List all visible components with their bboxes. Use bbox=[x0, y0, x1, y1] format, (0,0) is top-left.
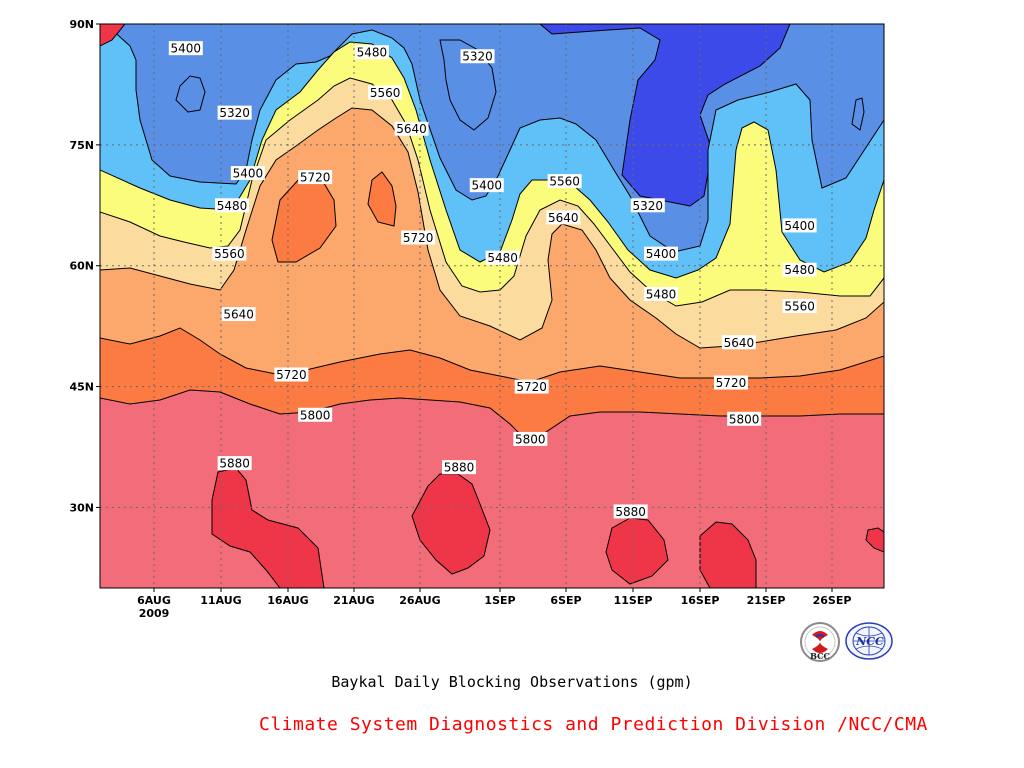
x-tick-label: 16AUG bbox=[267, 594, 308, 607]
y-tick-label: 75N bbox=[69, 139, 94, 152]
plot-frame bbox=[99, 23, 885, 589]
x-tick-label: 1SEP bbox=[484, 594, 515, 607]
contour-fills bbox=[100, 24, 884, 588]
svg-text:5480: 5480 bbox=[357, 46, 388, 60]
contour-label: 5720 bbox=[401, 230, 436, 245]
contour-label: 5480 bbox=[485, 250, 520, 265]
contour-label: 5400 bbox=[168, 41, 203, 56]
contour-label: 5400 bbox=[644, 246, 678, 261]
x-tick-label: 6AUG bbox=[137, 594, 171, 607]
svg-text:5400: 5400 bbox=[471, 179, 502, 193]
y-tick-label: 90N bbox=[69, 18, 94, 31]
svg-text:5880: 5880 bbox=[219, 457, 250, 471]
x-tick-label: 26AUG bbox=[399, 594, 440, 607]
y-tick-label: 30N bbox=[69, 501, 94, 514]
svg-text:5400: 5400 bbox=[171, 42, 202, 56]
svg-text:5800: 5800 bbox=[729, 412, 760, 426]
contour-label: 5560 bbox=[368, 85, 403, 100]
contour-label: 5880 bbox=[217, 456, 252, 471]
x-tick-label: 21AUG bbox=[333, 594, 374, 607]
contour-label: 5640 bbox=[546, 210, 581, 225]
svg-text:5320: 5320 bbox=[462, 50, 493, 64]
svg-text:5720: 5720 bbox=[403, 231, 434, 245]
svg-text:5720: 5720 bbox=[716, 376, 747, 390]
svg-text:5720: 5720 bbox=[276, 368, 307, 382]
contour-label: 5480 bbox=[782, 262, 817, 277]
svg-text:5880: 5880 bbox=[444, 461, 475, 475]
credit-line: Climate System Diagnostics and Predictio… bbox=[259, 714, 928, 735]
svg-text:5880: 5880 bbox=[615, 505, 646, 519]
svg-text:5560: 5560 bbox=[784, 300, 815, 314]
x-tick-label: 11AUG bbox=[200, 594, 241, 607]
fill-5880 bbox=[100, 24, 884, 588]
bcc-logo-icon: BCC bbox=[800, 622, 840, 662]
svg-text:5400: 5400 bbox=[784, 219, 815, 233]
contour-label: 5640 bbox=[721, 335, 756, 350]
contour-label: 5560 bbox=[547, 174, 582, 189]
contour-label: 5320 bbox=[630, 198, 665, 213]
svg-text:5560: 5560 bbox=[549, 175, 580, 189]
svg-text:5480: 5480 bbox=[217, 199, 248, 213]
contour-label: 5560 bbox=[782, 299, 817, 314]
contour-label: 5800 bbox=[513, 431, 548, 446]
svg-text:5320: 5320 bbox=[633, 199, 664, 213]
contour-label: 5400 bbox=[469, 178, 504, 193]
gridlines bbox=[100, 24, 884, 588]
svg-text:5480: 5480 bbox=[487, 251, 518, 265]
contour-label: 5320 bbox=[217, 105, 252, 120]
svg-text:5480: 5480 bbox=[646, 287, 677, 301]
y-axis: 30N 45N 60N 75N 90N bbox=[69, 18, 100, 514]
x-tick-label: 26SEP bbox=[813, 594, 852, 607]
contour-label: 5640 bbox=[394, 121, 429, 136]
svg-text:NCC: NCC bbox=[855, 635, 884, 648]
svg-text:5640: 5640 bbox=[548, 211, 579, 225]
y-tick-label: 45N bbox=[69, 381, 94, 394]
contour-label: 5720 bbox=[298, 170, 333, 185]
svg-text:5560: 5560 bbox=[370, 86, 401, 100]
svg-text:5800: 5800 bbox=[300, 408, 331, 422]
svg-text:5640: 5640 bbox=[396, 122, 427, 136]
svg-text:5400: 5400 bbox=[646, 247, 677, 261]
svg-text:5640: 5640 bbox=[724, 336, 755, 350]
svg-text:5800: 5800 bbox=[515, 432, 546, 446]
contour-label: 5880 bbox=[442, 460, 477, 475]
contour-label: 5400 bbox=[782, 218, 817, 233]
x-year-label: 2009 bbox=[139, 607, 170, 620]
contour-label: 5400 bbox=[230, 166, 265, 181]
chart-title: Baykal Daily Blocking Observations (gpm) bbox=[331, 673, 693, 691]
y-tick-label: 60N bbox=[69, 260, 94, 273]
contour-label: 5800 bbox=[727, 411, 762, 426]
contour-label: 5480 bbox=[354, 45, 389, 60]
x-tick-label: 11SEP bbox=[614, 594, 653, 607]
svg-text:5480: 5480 bbox=[784, 263, 815, 277]
contour-label: 5480 bbox=[215, 198, 249, 213]
svg-text:5720: 5720 bbox=[300, 171, 331, 185]
svg-text:5640: 5640 bbox=[223, 308, 254, 322]
ncc-logo-icon: NCC bbox=[845, 622, 893, 660]
contour-label: 5640 bbox=[221, 307, 256, 322]
contour-label: 5320 bbox=[460, 49, 495, 64]
contour-label: 5800 bbox=[298, 407, 333, 422]
contour-labels: 5400 5320 5400 5480 5560 5640 5720 5800 5880 5480… bbox=[168, 41, 817, 519]
contour-label: 5720 bbox=[713, 375, 748, 390]
contour-label: 5480 bbox=[644, 286, 678, 301]
svg-text:5320: 5320 bbox=[219, 106, 250, 120]
contour-label: 5560 bbox=[212, 246, 247, 261]
svg-text:5560: 5560 bbox=[214, 247, 245, 261]
contour-label: 5720 bbox=[514, 379, 549, 394]
contour-label: 5720 bbox=[274, 367, 309, 382]
svg-text:5720: 5720 bbox=[516, 380, 547, 394]
x-tick-label: 6SEP bbox=[550, 594, 581, 607]
svg-text:BCC: BCC bbox=[810, 651, 830, 661]
contour-label: 5880 bbox=[613, 504, 648, 519]
x-tick-label: 16SEP bbox=[681, 594, 720, 607]
svg-text:5400: 5400 bbox=[233, 167, 264, 181]
x-tick-label: 21SEP bbox=[747, 594, 786, 607]
